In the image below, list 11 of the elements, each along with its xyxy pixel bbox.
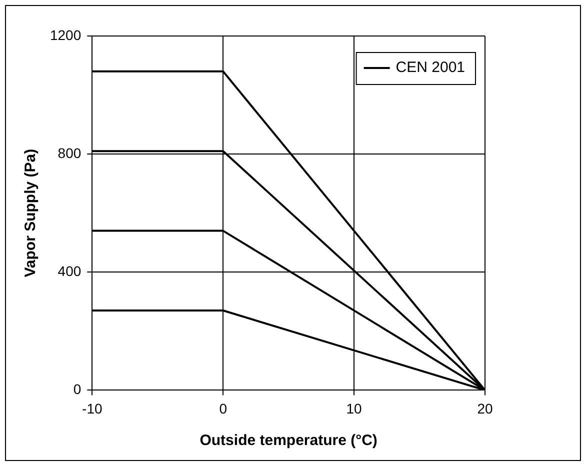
x-tick-label: 10 xyxy=(346,400,362,416)
x-axis-title: Outside temperature (°C) xyxy=(200,432,378,450)
legend-label: CEN 2001 xyxy=(396,59,466,76)
y-tick-label: 1200 xyxy=(50,26,82,43)
y-tick-label: 0 xyxy=(73,381,82,398)
y-tick-label: 400 xyxy=(58,262,82,279)
x-tick-label: -10 xyxy=(82,400,102,416)
y-axis-title: Vapor Supply (Pa) xyxy=(22,148,40,278)
x-tick-label: 0 xyxy=(219,400,228,416)
y-tick-label: 800 xyxy=(58,144,82,161)
x-tick-label: 20 xyxy=(477,400,493,416)
